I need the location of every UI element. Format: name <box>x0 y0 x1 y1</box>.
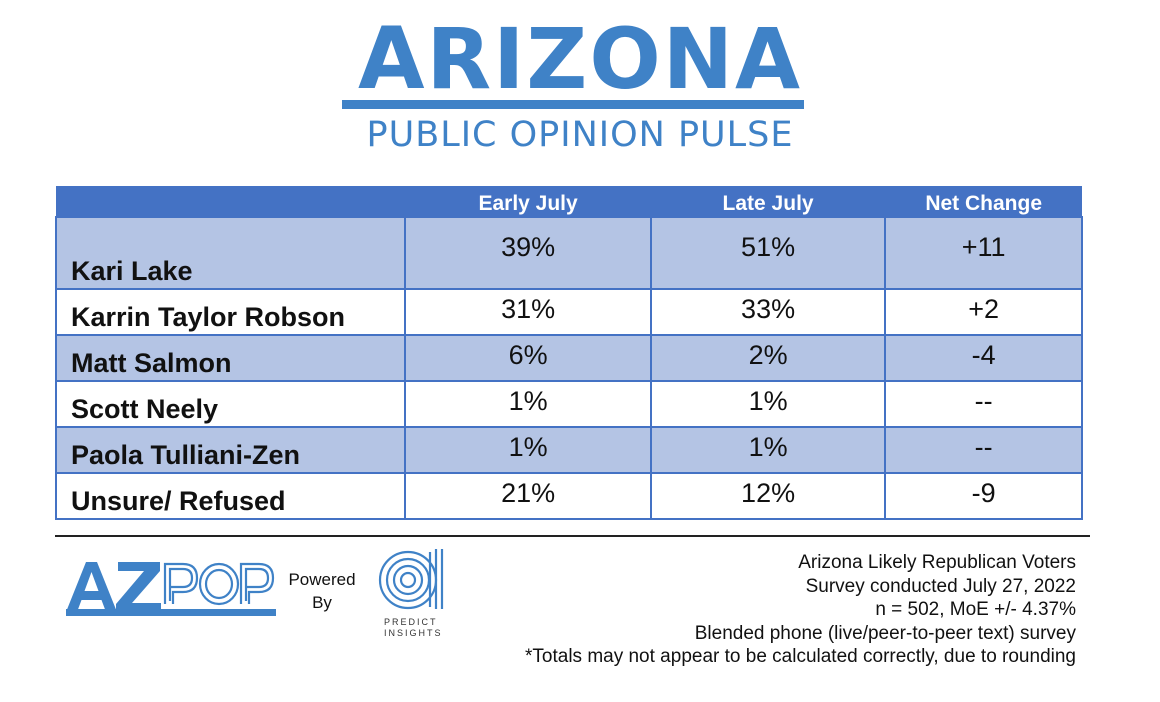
early-july-value: 31% <box>404 288 652 336</box>
early-july-value: 21% <box>404 472 652 520</box>
table-body: Kari Lake 39% 51% +11 Karrin Taylor Robson 31… <box>54 216 1083 520</box>
net-change-value: -- <box>884 380 1083 428</box>
header-cell-net-change: Net Change <box>885 186 1082 217</box>
powered-by-text: Powered By <box>282 568 362 614</box>
table-row: Karrin Taylor Robson 31% 33% +2 <box>54 288 1083 336</box>
survey-notes: Arizona Likely Republican Voters Survey … <box>525 551 1076 669</box>
net-change-value: -4 <box>884 334 1083 382</box>
candidate-name: Matt Salmon <box>54 334 407 382</box>
header-cell-early-july: Early July <box>405 186 651 217</box>
early-july-value: 1% <box>404 426 652 474</box>
note-population: Arizona Likely Republican Voters <box>798 552 1076 573</box>
candidate-name: Unsure/ Refused <box>54 472 407 520</box>
net-change-value: +2 <box>884 288 1083 336</box>
candidate-name: Paola Tulliani-Zen <box>54 426 407 474</box>
late-july-value: 51% <box>649 216 887 290</box>
table-row: Unsure/ Refused 21% 12% -9 <box>54 472 1083 520</box>
table-row: Matt Salmon 6% 2% -4 <box>54 334 1083 382</box>
net-change-value: -- <box>884 426 1083 474</box>
predict-insights-name: PREDICT INSIGHTS <box>384 617 443 639</box>
table-row: Kari Lake 39% 51% +11 <box>54 216 1083 290</box>
candidate-name: Scott Neely <box>54 380 407 428</box>
late-july-value: 2% <box>649 334 887 382</box>
table-row: Paola Tulliani-Zen 1% 1% -- <box>54 426 1083 474</box>
candidate-name: Kari Lake <box>54 216 407 290</box>
title-rest: RIZONA <box>426 10 803 108</box>
late-july-value: 1% <box>649 380 887 428</box>
early-july-value: 6% <box>404 334 652 382</box>
page-subtitle: PUBLIC OPINION PULSE <box>366 115 794 155</box>
title-underline <box>342 100 804 109</box>
footer-divider <box>55 535 1090 537</box>
header-cell-candidate <box>56 186 406 217</box>
title-initial: A <box>357 9 427 109</box>
note-rounding: *Totals may not appear to be calculated … <box>525 646 1076 667</box>
note-date: Survey conducted July 27, 2022 <box>805 575 1076 597</box>
table-row: Scott Neely 1% 1% -- <box>54 380 1083 428</box>
predict-insights-logo <box>378 549 444 610</box>
poll-table: Early July Late July Net Change Kari Lak… <box>54 186 1083 520</box>
powered-line: Powered <box>288 570 356 589</box>
page-title: ARIZONA <box>0 14 1160 104</box>
partner-line-2: INSIGHTS <box>384 628 443 638</box>
candidate-name: Karrin Taylor Robson <box>54 288 407 336</box>
partner-line-1: PREDICT <box>384 617 438 627</box>
late-july-value: 12% <box>649 472 887 520</box>
net-change-value: +11 <box>884 216 1083 290</box>
azpop-logo <box>66 562 276 616</box>
note-method: Blended phone (live/peer-to-peer text) s… <box>694 622 1076 644</box>
late-july-value: 33% <box>649 288 887 336</box>
early-july-value: 1% <box>404 380 652 428</box>
table-header-row: Early July Late July Net Change <box>56 186 1082 217</box>
early-july-value: 39% <box>404 216 652 290</box>
net-change-value: -9 <box>884 472 1083 520</box>
by-line: By <box>312 593 332 612</box>
header-cell-late-july: Late July <box>650 186 886 217</box>
late-july-value: 1% <box>649 426 887 474</box>
note-sample: n = 502, MoE +/- 4.37% <box>875 599 1076 620</box>
